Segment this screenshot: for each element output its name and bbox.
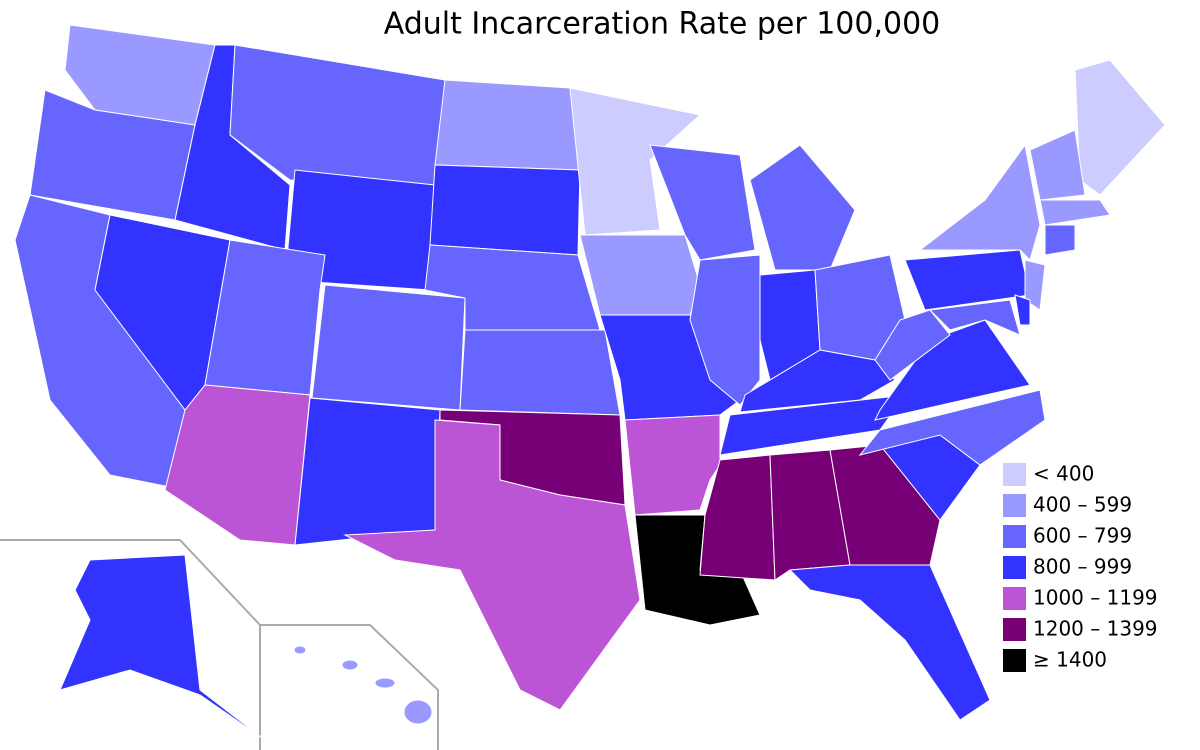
map-title: Adult Incarceration Rate per 100,000 — [384, 7, 941, 42]
legend-swatch — [1003, 525, 1026, 548]
inset-border — [260, 624, 439, 750]
state — [1039, 199, 1111, 226]
state — [434, 79, 581, 171]
island — [341, 659, 359, 671]
state — [569, 87, 702, 236]
legend-swatch — [1003, 494, 1026, 517]
state — [294, 397, 441, 546]
legend-swatch — [1003, 556, 1026, 579]
state — [788, 564, 991, 721]
legend-label: ≥ 1400 — [1033, 648, 1107, 672]
states — [14, 24, 1166, 741]
legend-label: 400 – 599 — [1033, 493, 1132, 517]
state — [649, 144, 756, 261]
state — [1014, 294, 1031, 326]
state — [1044, 224, 1076, 256]
legend-swatch — [1003, 587, 1026, 610]
legend-label: < 400 — [1033, 462, 1094, 486]
state — [311, 284, 466, 411]
state — [918, 143, 1041, 261]
state — [204, 239, 326, 396]
state — [1024, 259, 1046, 311]
state — [928, 299, 1021, 336]
state — [59, 554, 266, 741]
state — [858, 389, 1046, 466]
legend-label: 1000 – 1199 — [1033, 586, 1158, 610]
legend-swatch — [1003, 463, 1026, 486]
state — [749, 144, 856, 271]
island — [293, 645, 307, 655]
legend-label: 800 – 999 — [1033, 555, 1132, 579]
state — [874, 309, 951, 381]
legend-label: 600 – 799 — [1033, 524, 1132, 548]
legend: < 400 400 – 599 600 – 799 800 – 999 1000 – 1… — [1003, 462, 1158, 672]
state — [343, 419, 641, 711]
state — [1074, 59, 1166, 196]
state — [459, 329, 621, 416]
legend-label: 1200 – 1399 — [1033, 617, 1158, 641]
state — [699, 454, 776, 581]
state — [429, 164, 581, 256]
legend-swatch — [1003, 649, 1026, 672]
island — [374, 677, 396, 689]
inset-border — [0, 539, 261, 750]
state — [739, 349, 896, 413]
state — [689, 254, 761, 406]
state — [1029, 129, 1086, 201]
state — [624, 414, 721, 516]
state — [579, 234, 701, 316]
legend-swatch — [1003, 618, 1026, 641]
state — [164, 384, 311, 546]
state — [904, 249, 1031, 311]
island — [403, 699, 433, 725]
